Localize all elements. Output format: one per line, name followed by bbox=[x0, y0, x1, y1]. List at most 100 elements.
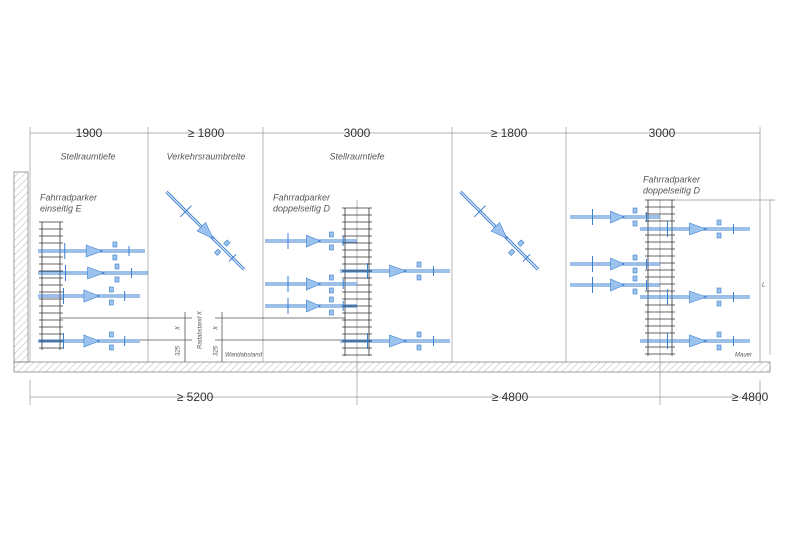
bike bbox=[165, 190, 246, 271]
pedal bbox=[716, 344, 722, 351]
pedal bbox=[716, 219, 722, 226]
seat bbox=[522, 254, 531, 262]
bike-part bbox=[610, 278, 625, 292]
pedal bbox=[632, 267, 638, 274]
annotation: Mauer bbox=[735, 353, 753, 359]
dimension: ≥ 5200 bbox=[177, 390, 214, 404]
pedal bbox=[716, 331, 722, 338]
pedal bbox=[716, 232, 722, 239]
bike-part bbox=[490, 222, 508, 240]
bike bbox=[38, 286, 140, 306]
pedal bbox=[109, 331, 114, 338]
rack-label: doppelseitig D bbox=[273, 203, 331, 213]
dimension: ≥ 4800 bbox=[732, 390, 769, 404]
pedal bbox=[329, 231, 334, 238]
rack-label: Fahrradparker bbox=[273, 192, 331, 202]
pedal bbox=[329, 244, 334, 251]
pedal bbox=[508, 248, 516, 256]
pedal bbox=[632, 207, 638, 214]
pedal bbox=[109, 344, 114, 351]
rack-label: einseitig E bbox=[40, 203, 83, 213]
bike-part bbox=[306, 299, 321, 313]
pedal bbox=[329, 309, 334, 316]
pedal bbox=[416, 274, 422, 281]
bike-part bbox=[83, 289, 101, 303]
pedal bbox=[632, 220, 638, 227]
bike-part bbox=[689, 222, 707, 236]
handlebar bbox=[179, 205, 192, 218]
zone-label: Verkehrsraumbreite bbox=[167, 151, 246, 161]
dimension: 1900 bbox=[76, 126, 103, 140]
rack-label: Fahrradparker bbox=[40, 192, 98, 202]
bike bbox=[570, 207, 660, 227]
annotation: 325 bbox=[214, 345, 220, 356]
bike bbox=[570, 275, 660, 295]
annotation: 325 bbox=[176, 345, 182, 356]
pedal bbox=[716, 287, 722, 294]
bottom-dimensions: ≥ 5200 ≥ 4800 ≥ 4800 bbox=[177, 390, 769, 404]
dimension: ≥ 4800 bbox=[492, 390, 529, 404]
bike bbox=[38, 241, 145, 261]
pedal bbox=[416, 261, 422, 268]
bike-part bbox=[610, 257, 625, 271]
pedal bbox=[716, 300, 722, 307]
pedal bbox=[112, 254, 118, 261]
pedal bbox=[329, 274, 334, 281]
bike-racks bbox=[38, 190, 750, 356]
pedal bbox=[416, 344, 422, 351]
bike bbox=[265, 296, 357, 316]
pedal bbox=[214, 248, 222, 256]
pedal bbox=[109, 286, 114, 293]
bike bbox=[340, 331, 450, 351]
rack bbox=[39, 221, 63, 350]
bike-part bbox=[306, 277, 321, 291]
rack-label: Fahrradparker bbox=[643, 174, 701, 184]
top-dimensions: 1900 ≥ 1800 3000 ≥ 1800 3000 bbox=[76, 126, 676, 140]
pedal bbox=[329, 287, 334, 294]
bike bbox=[570, 254, 660, 274]
pedal bbox=[632, 275, 638, 282]
annotation: L bbox=[762, 283, 765, 289]
rack bbox=[342, 207, 372, 356]
bike bbox=[38, 263, 148, 283]
bike-part bbox=[689, 334, 707, 348]
pedal bbox=[114, 276, 120, 283]
pedal bbox=[223, 239, 231, 247]
bike-part bbox=[306, 234, 321, 248]
bike-part bbox=[389, 264, 407, 278]
bike bbox=[38, 331, 140, 351]
pedal bbox=[632, 288, 638, 295]
pedal bbox=[517, 239, 525, 247]
rack-label: doppelseitig D bbox=[643, 185, 701, 195]
pedal bbox=[112, 241, 118, 248]
zone-label: Stellraumtiefe bbox=[60, 151, 115, 161]
bike bbox=[459, 190, 540, 271]
pedal bbox=[329, 296, 334, 303]
dimension: ≥ 1800 bbox=[491, 126, 528, 140]
seat bbox=[228, 254, 237, 262]
bike bbox=[640, 219, 750, 239]
bike bbox=[265, 231, 357, 251]
pedal bbox=[114, 263, 120, 270]
bike-part bbox=[85, 244, 104, 258]
pedal bbox=[109, 299, 114, 306]
bike-part bbox=[87, 266, 105, 280]
annotation: Wandabstand bbox=[225, 353, 263, 359]
pedal bbox=[632, 254, 638, 261]
pedal bbox=[416, 331, 422, 338]
bike bbox=[640, 331, 750, 351]
annotation: Radabstand X bbox=[198, 310, 204, 349]
bike bbox=[640, 287, 750, 307]
dimension: 3000 bbox=[344, 126, 371, 140]
handlebar bbox=[473, 205, 486, 218]
bike bbox=[340, 261, 450, 281]
bike-part bbox=[610, 210, 625, 224]
bike-part bbox=[196, 222, 214, 240]
bike-part bbox=[389, 334, 407, 348]
annotation: X bbox=[214, 325, 220, 331]
bike bbox=[265, 274, 357, 294]
annotation: X bbox=[176, 325, 182, 331]
dimension: ≥ 1800 bbox=[188, 126, 225, 140]
frame bbox=[13, 127, 775, 405]
